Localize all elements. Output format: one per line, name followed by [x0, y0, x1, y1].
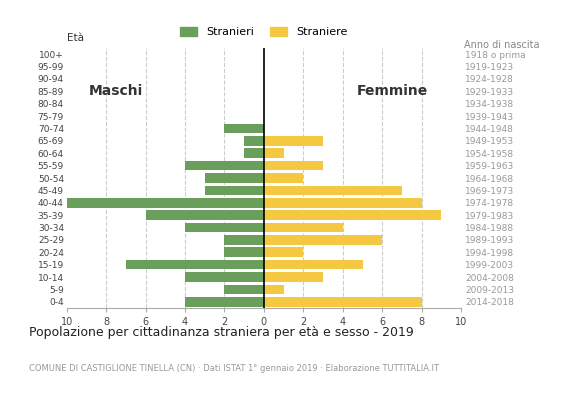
Bar	[264, 248, 303, 257]
Bar	[264, 297, 422, 307]
Bar	[264, 161, 323, 170]
Bar	[185, 297, 264, 307]
Bar	[264, 198, 422, 208]
Bar	[264, 223, 343, 232]
Bar	[224, 124, 264, 133]
Bar	[185, 223, 264, 232]
Bar	[224, 235, 264, 245]
Bar	[185, 161, 264, 170]
Bar	[244, 148, 264, 158]
Bar	[126, 260, 264, 270]
Bar	[185, 272, 264, 282]
Bar	[264, 272, 323, 282]
Legend: Stranieri, Straniere: Stranieri, Straniere	[176, 22, 352, 42]
Text: Maschi: Maschi	[89, 84, 143, 98]
Bar	[264, 148, 284, 158]
Bar	[264, 173, 303, 183]
Bar	[264, 210, 441, 220]
Bar	[264, 235, 382, 245]
Bar	[146, 210, 264, 220]
Text: Popolazione per cittadinanza straniera per età e sesso - 2019: Popolazione per cittadinanza straniera p…	[29, 326, 414, 339]
Bar	[224, 248, 264, 257]
Bar	[224, 285, 264, 294]
Bar	[205, 186, 264, 195]
Text: Anno di nascita: Anno di nascita	[464, 40, 539, 50]
Bar	[264, 260, 362, 270]
Bar	[264, 186, 402, 195]
Bar	[264, 285, 284, 294]
Text: Femmine: Femmine	[357, 84, 427, 98]
Text: Età: Età	[67, 33, 84, 43]
Bar	[264, 136, 323, 146]
Bar	[205, 173, 264, 183]
Bar	[67, 198, 264, 208]
Text: COMUNE DI CASTIGLIONE TINELLA (CN) · Dati ISTAT 1° gennaio 2019 · Elaborazione T: COMUNE DI CASTIGLIONE TINELLA (CN) · Dat…	[29, 364, 439, 373]
Bar	[244, 136, 264, 146]
